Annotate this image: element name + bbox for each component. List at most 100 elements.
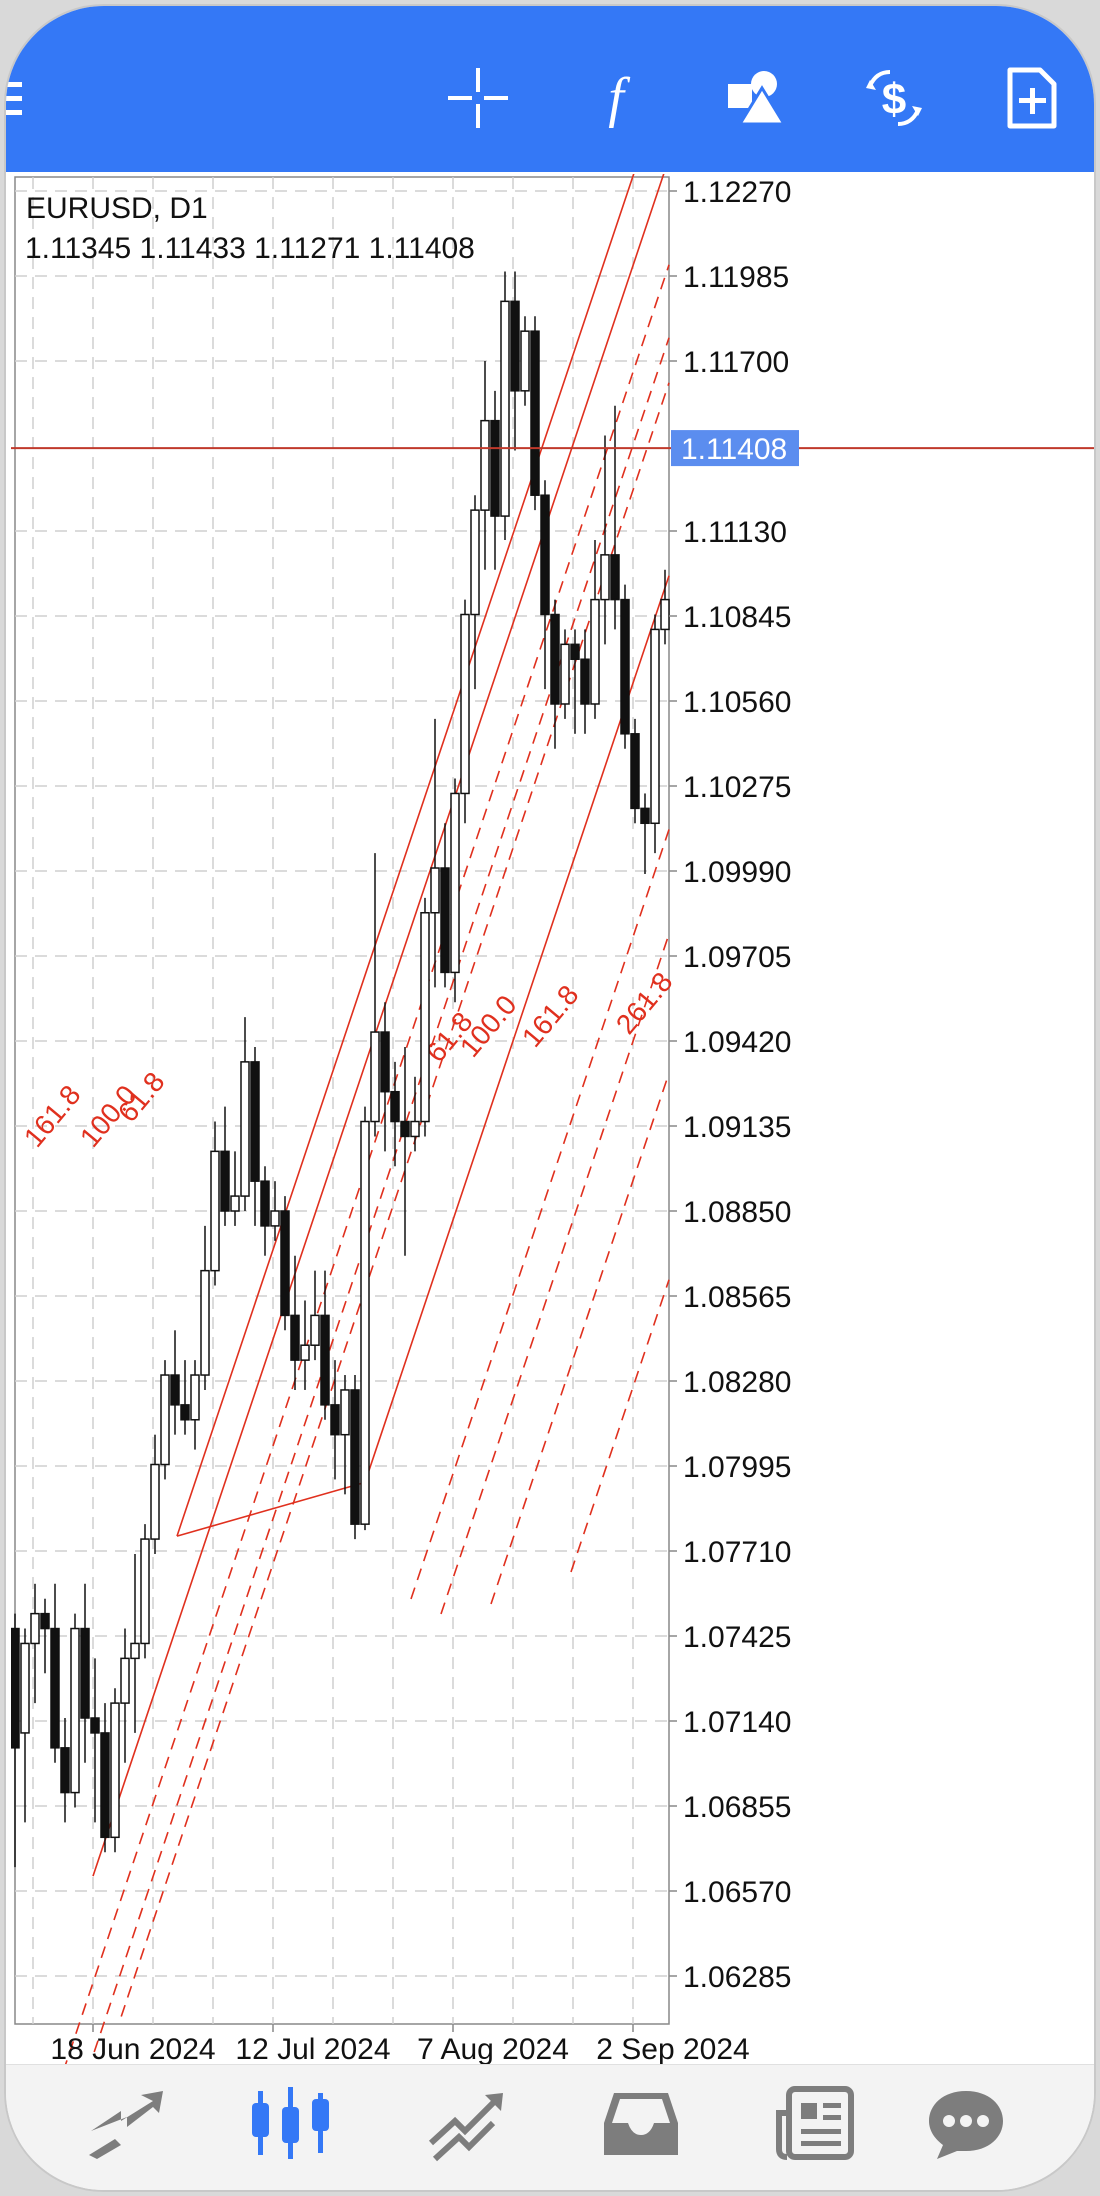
candle: [360, 1106, 370, 1531]
candle: [570, 629, 580, 734]
candle-body-bear: [390, 1090, 400, 1123]
candle: [40, 1598, 50, 1674]
candle-body-bull: [300, 1344, 310, 1361]
y-tick-label: 1.10275: [683, 771, 791, 804]
y-tick-label: 1.11700: [683, 346, 789, 379]
candle: [580, 629, 590, 734]
candle-body-bull: [360, 1120, 370, 1525]
candle: [370, 853, 380, 1137]
candle-body-bear: [350, 1389, 360, 1525]
candle-body-bull: [480, 419, 490, 511]
candle: [110, 1688, 120, 1853]
candle: [450, 778, 460, 1003]
candle-body-bear: [540, 494, 550, 616]
x-tick-label: 18 Jun 2024: [50, 2033, 215, 2066]
candle: [170, 1330, 180, 1435]
y-tick-label: 1.08850: [683, 1196, 791, 1229]
candle: [510, 271, 520, 451]
candle: [290, 1255, 300, 1390]
candle: [220, 1106, 230, 1226]
candle-body-bull: [560, 643, 570, 705]
candle-body-bull: [160, 1374, 170, 1466]
candle-body-bear: [330, 1404, 340, 1436]
candle: [140, 1524, 150, 1659]
candle-body-bull: [150, 1463, 160, 1540]
candle-body-bull: [600, 554, 610, 601]
candle-body-bull: [500, 300, 510, 517]
candle-body-bear: [280, 1210, 290, 1317]
candle-body-bull: [120, 1657, 130, 1704]
news-icon[interactable]: [771, 2083, 861, 2163]
candle-body-bear: [510, 300, 520, 392]
candle: [150, 1434, 160, 1554]
candle: [600, 435, 610, 645]
candle: [280, 1196, 290, 1331]
y-tick-label: 1.09420: [683, 1026, 791, 1059]
candle-body-bull: [200, 1269, 210, 1376]
candle: [160, 1360, 170, 1480]
candle-body-bull: [520, 330, 530, 392]
fib-lower-line: [570, 1279, 670, 1573]
candle-body-bear: [610, 554, 620, 601]
candle-body-bull: [460, 613, 470, 795]
candle: [410, 1076, 420, 1152]
candle: [380, 1002, 390, 1152]
candle: [90, 1658, 100, 1823]
new-order-icon[interactable]: [1000, 66, 1064, 130]
candle-body-bull: [110, 1702, 120, 1839]
trade-icon[interactable]: [421, 2083, 511, 2163]
objects-icon[interactable]: [724, 66, 788, 130]
candle: [630, 718, 640, 824]
candle: [420, 897, 430, 1137]
candle-body-bear: [620, 598, 630, 735]
history-icon[interactable]: [596, 2083, 686, 2163]
candle: [490, 390, 500, 570]
candle-body-bull: [340, 1389, 350, 1436]
fib-level-label: 161.8: [516, 979, 585, 1053]
candle-body-bull: [310, 1314, 320, 1346]
y-tick-label: 1.11130: [683, 516, 787, 549]
top-toolbar: f $: [6, 6, 1094, 172]
candle: [240, 1017, 250, 1211]
menu-icon[interactable]: [4, 74, 42, 124]
quotes-icon[interactable]: [81, 2083, 171, 2163]
phone-frame: f $ 161.8 100.0 61.8 61.8 100.0 161.8 261.8: [4, 4, 1096, 2192]
candle-body-bear: [170, 1374, 180, 1406]
ohlc-label: 1.11345 1.11433 1.11271 1.11408: [25, 232, 475, 265]
fib-level-label: 161.8: [18, 1079, 87, 1153]
candle: [50, 1583, 60, 1763]
y-tick-label: 1.09705: [683, 941, 791, 974]
candle: [100, 1703, 110, 1853]
candle-body-bull: [650, 628, 660, 825]
y-tick-label: 1.10560: [683, 686, 791, 719]
y-tick-label: 1.11985: [683, 261, 789, 294]
candle-body-bear: [180, 1404, 190, 1421]
svg-text:$: $: [882, 75, 906, 124]
symbol-label: EURUSD, D1: [26, 192, 208, 225]
bottom-navigation: [6, 2064, 1094, 2190]
chart-icon[interactable]: [246, 2083, 336, 2163]
y-tick-label: 1.10845: [683, 601, 791, 634]
candle: [340, 1375, 350, 1495]
candle: [460, 599, 470, 824]
candle-body-bear: [640, 807, 650, 825]
trade-icon[interactable]: $: [862, 66, 926, 130]
y-tick-label: 1.09135: [683, 1111, 791, 1144]
candle: [260, 1166, 270, 1256]
candle: [470, 495, 480, 690]
chat-icon[interactable]: [921, 2083, 1011, 2163]
candle-body-bear: [490, 419, 500, 517]
y-tick-label: 1.07710: [683, 1536, 791, 1569]
candle: [10, 1613, 20, 1868]
candle: [130, 1553, 140, 1733]
crosshair-icon[interactable]: [446, 66, 510, 130]
candle-body-bear: [10, 1627, 20, 1749]
candle: [440, 823, 450, 988]
chart-area[interactable]: 161.8 100.0 61.8 61.8 100.0 161.8 261.8 1.1140…: [10, 68, 1094, 2110]
function-icon[interactable]: f: [584, 66, 648, 130]
candle-body-bear: [530, 330, 540, 496]
candle-body-bull: [450, 792, 460, 974]
candle-body-bull: [20, 1642, 30, 1734]
candle-body-bull: [70, 1627, 80, 1794]
